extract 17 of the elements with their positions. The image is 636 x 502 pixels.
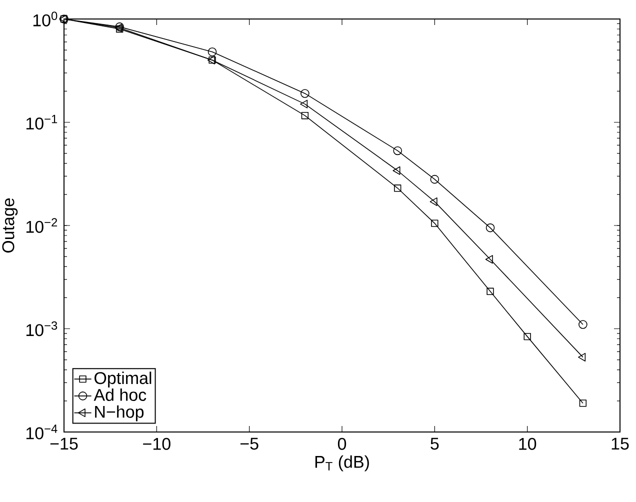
x-tick-label: 5 <box>430 438 439 450</box>
y-tick-label: 10$^{−1}$ <box>26 114 58 130</box>
y-tick-label: 10$^{−2}$ <box>26 218 58 233</box>
x-axis-title: P$_{T}$ (dB) <box>315 455 369 472</box>
y-tick-label: 10$^{0}$ <box>33 12 58 26</box>
legend-label: Optimal <box>94 372 152 388</box>
legend-label: Ad hoc <box>94 388 146 401</box>
x-tick-label: 10 <box>519 438 536 450</box>
x-tick-label: −5 <box>240 438 258 450</box>
y-tick-label: 10$^{−3}$ <box>26 321 58 336</box>
x-tick-label: 15 <box>612 438 629 450</box>
y-tick-label: 10$^{−4}$ <box>26 424 58 440</box>
legend-label: N−hop <box>95 405 144 422</box>
x-tick-label: −10 <box>143 438 170 450</box>
x-tick-label: 0 <box>338 438 346 450</box>
x-tick-label: −15 <box>50 438 78 450</box>
y-axis-title: Outage <box>2 198 18 253</box>
